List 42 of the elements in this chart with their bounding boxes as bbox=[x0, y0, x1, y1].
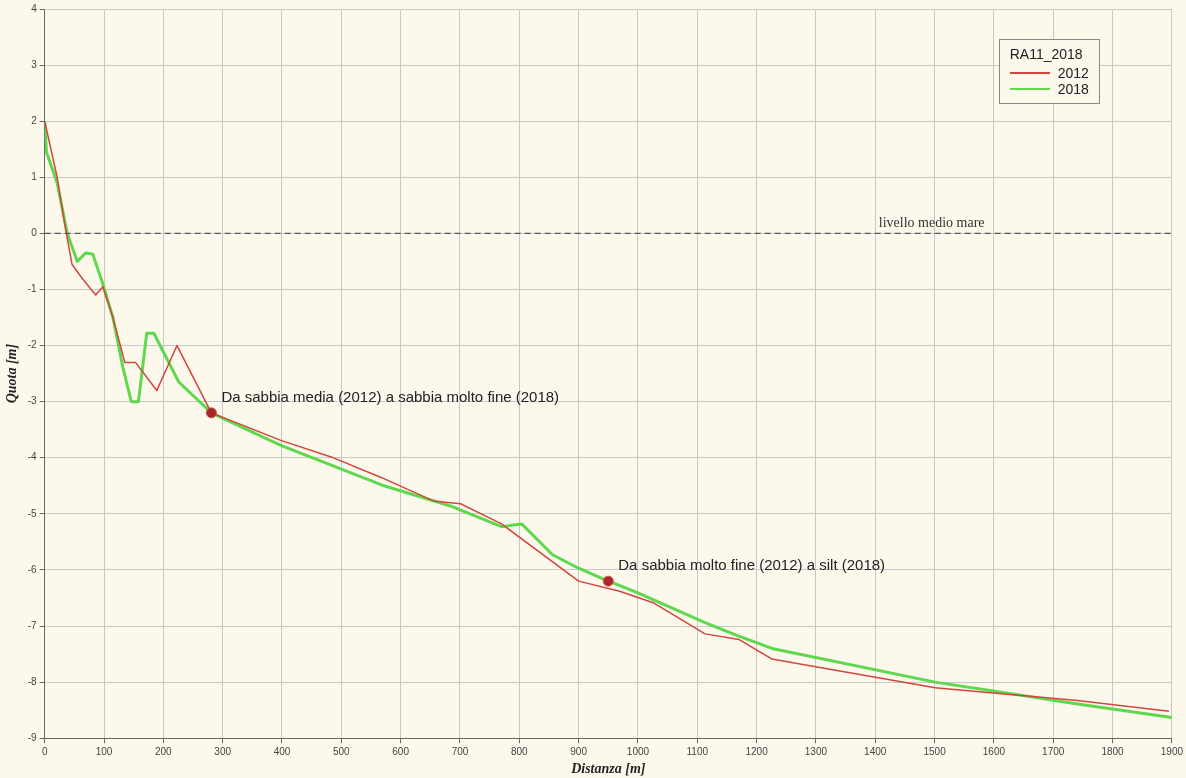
legend-label: 2018 bbox=[1057, 81, 1089, 97]
y-tick-label: 1 bbox=[31, 171, 38, 183]
y-tick-label: -9 bbox=[27, 731, 38, 743]
annotation: Da sabbia molto fine (2012) a silt (2018) bbox=[618, 555, 886, 573]
x-tick-label: 1600 bbox=[982, 745, 1006, 757]
x-tick-label: 1900 bbox=[1160, 745, 1184, 757]
x-tick-label: 0 bbox=[41, 745, 48, 757]
y-tick-label: -3 bbox=[27, 395, 38, 407]
x-tick-label: 1400 bbox=[864, 745, 887, 757]
x-tick-label: 1700 bbox=[1042, 745, 1065, 757]
y-tick-label: -8 bbox=[27, 675, 38, 687]
y-tick-label: -1 bbox=[27, 283, 38, 295]
x-tick-label: 300 bbox=[214, 745, 232, 757]
x-tick-label: 900 bbox=[570, 745, 588, 757]
y-tick-label: -4 bbox=[27, 451, 38, 463]
y-tick-label: 4 bbox=[31, 2, 38, 14]
x-tick-label: 1200 bbox=[745, 745, 769, 757]
x-tick-label: 1000 bbox=[626, 745, 650, 757]
x-tick-label: 200 bbox=[155, 745, 173, 757]
ref-line-label: livello medio mare bbox=[878, 215, 985, 231]
y-tick-label: 3 bbox=[31, 58, 38, 70]
x-tick-label: 400 bbox=[273, 745, 291, 757]
x-tick-label: 700 bbox=[451, 745, 469, 757]
x-tick-label: 1800 bbox=[1101, 745, 1125, 757]
x-axis-title: Distanza [m] bbox=[570, 761, 646, 777]
y-tick-label: -2 bbox=[27, 339, 38, 351]
x-tick-label: 100 bbox=[95, 745, 113, 757]
x-tick-label: 600 bbox=[392, 745, 410, 757]
y-tick-label: -5 bbox=[27, 507, 38, 519]
x-tick-label: 500 bbox=[332, 745, 351, 757]
annotation: Da sabbia media (2012) a sabbia molto fine (2018) bbox=[221, 387, 560, 405]
y-tick-label: 2 bbox=[31, 114, 38, 126]
x-tick-label: 1300 bbox=[804, 745, 828, 757]
legend-label: 2012 bbox=[1057, 65, 1089, 81]
legend-title: RA11_2018 bbox=[1009, 46, 1084, 62]
x-tick-label: 800 bbox=[510, 745, 529, 757]
x-tick-label: 1500 bbox=[923, 745, 947, 757]
y-tick-label: -7 bbox=[27, 619, 38, 631]
x-tick-label: 1100 bbox=[686, 745, 709, 757]
y-tick-label: -6 bbox=[27, 563, 38, 575]
y-axis-title: Quota [m] bbox=[4, 343, 20, 404]
y-tick-label: 0 bbox=[31, 227, 38, 239]
